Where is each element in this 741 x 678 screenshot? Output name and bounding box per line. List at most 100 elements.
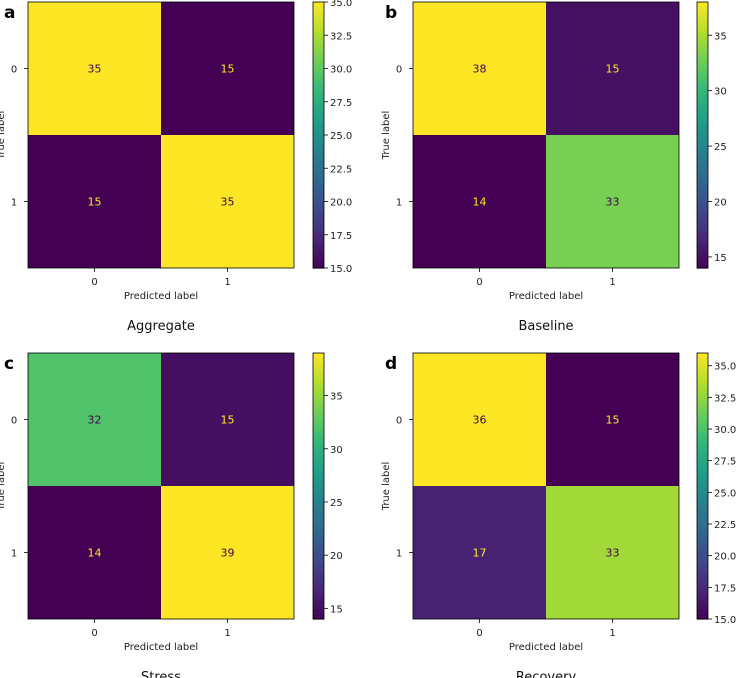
panel-letter: c [4,354,14,374]
colorbar-segment [697,446,708,452]
matrix-cell [161,486,294,619]
colorbar-segment [697,548,708,554]
cell-value-label: 38 [473,63,487,76]
cell-value-label: 15 [221,63,235,76]
colorbar-segment [697,454,708,460]
colorbar-segment [697,486,708,492]
colorbar-tick-label: 20 [714,198,727,209]
colorbar-segment [697,503,708,509]
colorbar-segment [697,108,708,114]
colorbar-segment [697,170,708,176]
colorbar-segment [697,583,708,589]
colorbar-segment [313,423,324,429]
cell-value-label: 33 [606,547,620,560]
colorbar-segment [697,499,708,505]
colorbar-segment [313,561,324,567]
colorbar-segment [697,15,708,21]
colorbar-segment [697,392,708,398]
colorbar-segment [313,99,324,105]
colorbar-segment [313,370,324,376]
colorbar-segment [697,375,708,381]
matrix-cell [28,353,161,486]
colorbar-segment [697,366,708,372]
cell-value-label: 35 [221,196,235,209]
y-tick-label: 0 [396,416,402,427]
colorbar-tick-label: 25 [330,498,343,509]
colorbar-segment [313,81,324,87]
colorbar-segment [697,561,708,567]
matrix-cell [413,353,546,486]
colorbar-segment [313,574,324,580]
colorbar-segment [313,605,324,611]
colorbar-segment [313,490,324,496]
colorbar-segment [313,379,324,385]
colorbar-segment [313,392,324,398]
colorbar-segment [313,148,324,154]
colorbar-tick-label: 25 [714,142,727,153]
colorbar-segment [697,64,708,70]
cell-value-label: 39 [221,547,235,560]
colorbar-segment [697,201,708,207]
colorbar-tick-label: 35 [714,31,727,42]
colorbar-segment [313,183,324,189]
panel-caption: Baseline [518,319,573,334]
colorbar-segment [697,19,708,25]
colorbar-segment [313,592,324,598]
colorbar-segment [313,441,324,447]
colorbar-segment [697,556,708,562]
colorbar-segment [697,601,708,607]
colorbar-segment [313,254,324,260]
colorbar-segment [697,214,708,220]
y-tick-label: 1 [11,198,17,209]
matrix-cell [413,486,546,619]
colorbar-segment [697,24,708,30]
x-axis-label: Predicted label [509,642,583,653]
colorbar-tick-label: 32.5 [714,393,736,404]
colorbar-segment [697,459,708,465]
colorbar-segment [313,188,324,194]
colorbar-segment [313,250,324,256]
colorbar-tick-label: 20 [330,551,343,562]
colorbar-segment [313,86,324,92]
colorbar-segment [697,6,708,12]
colorbar-segment [697,596,708,602]
colorbar-tick-label: 15 [714,253,727,264]
colorbar-segment [313,161,324,167]
panel-letter: d [385,354,397,374]
colorbar-tick-label: 15.0 [714,615,736,626]
colorbar-segment [313,95,324,101]
colorbar-segment [697,188,708,194]
colorbar-segment [697,205,708,211]
colorbar-segment [313,55,324,61]
colorbar-segment [697,179,708,185]
colorbar-segment [697,534,708,540]
colorbar-segment [313,210,324,216]
colorbar-tick-label: 20.0 [714,552,736,563]
colorbar-segment [313,112,324,118]
colorbar-segment [313,384,324,390]
colorbar-tick-label: 22.5 [330,164,352,175]
colorbar-segment [313,117,324,123]
colorbar-segment [313,223,324,229]
colorbar-segment [313,508,324,514]
colorbar-tick-label: 22.5 [714,520,736,531]
colorbar-segment [313,205,324,211]
colorbar-segment [697,117,708,123]
panel-caption: Recovery [516,670,577,678]
colorbar-segment [313,174,324,180]
colorbar-segment [313,353,324,359]
matrix-cell [28,135,161,268]
colorbar-segment [313,428,324,434]
colorbar-segment [697,472,708,478]
colorbar-segment [697,37,708,43]
panel-caption: Aggregate [127,319,195,334]
colorbar-segment [697,157,708,163]
panel-letter: b [385,3,397,23]
colorbar-segment [313,197,324,203]
colorbar-tick-label: 30 [714,87,727,98]
colorbar-segment [313,530,324,536]
colorbar-segment [697,59,708,65]
colorbar-tick-label: 30.0 [330,65,352,76]
colorbar-segment [313,24,324,30]
